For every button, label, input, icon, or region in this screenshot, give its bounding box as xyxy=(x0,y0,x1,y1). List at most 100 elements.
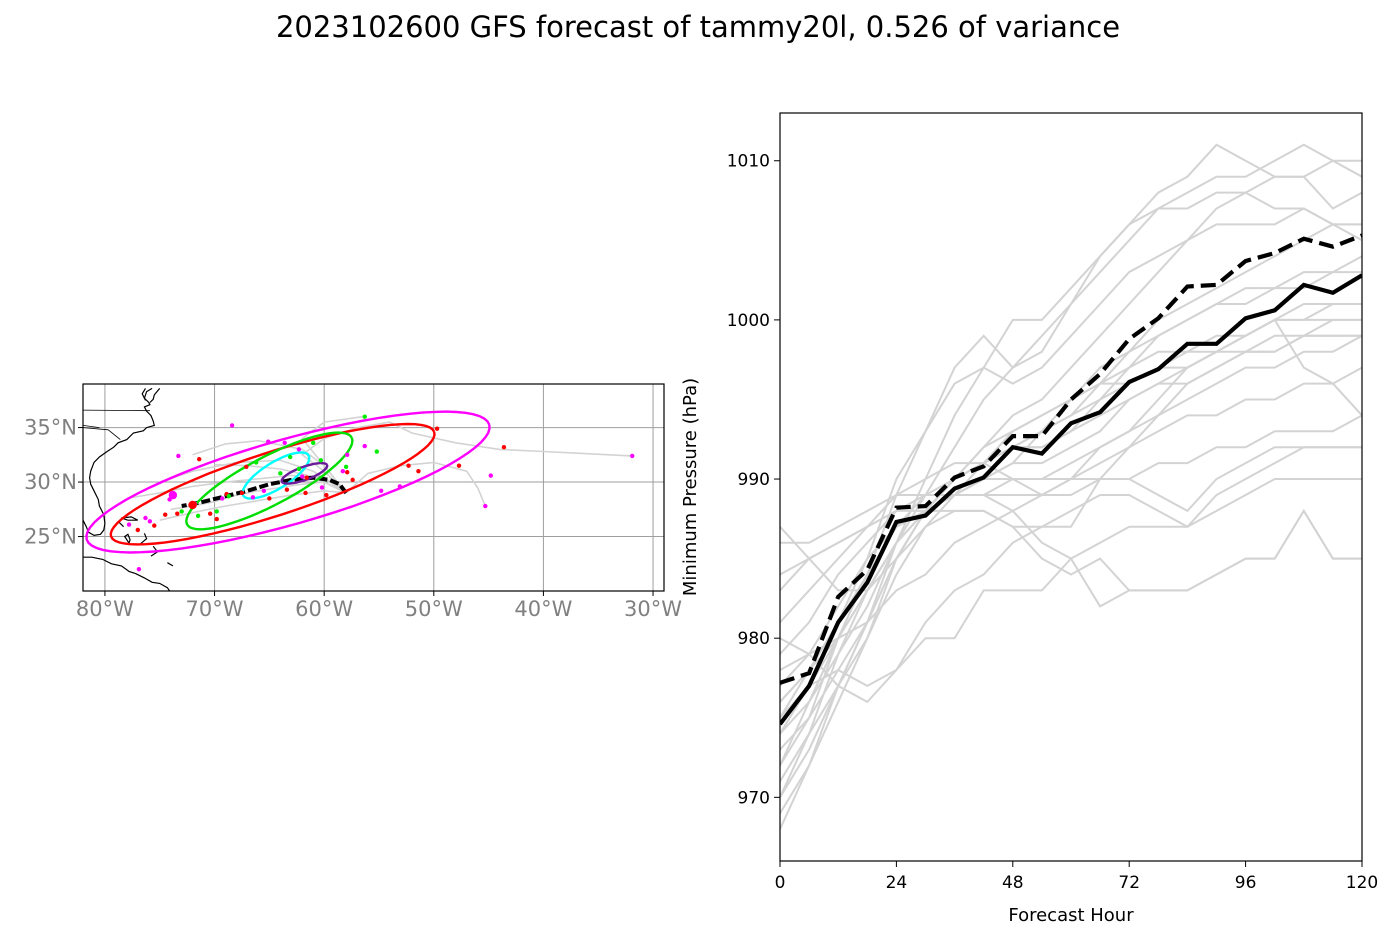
map-lon-tick-label: 40°W xyxy=(514,597,572,621)
uncertainty-ellipse xyxy=(85,410,491,554)
x-tick-label: 72 xyxy=(1118,873,1140,893)
member-point xyxy=(300,474,305,479)
member-point xyxy=(483,503,488,509)
member-point xyxy=(135,527,141,533)
map-lon-tick-label: 50°W xyxy=(405,597,463,621)
map-lon-tick-label: 30°W xyxy=(624,597,682,621)
member-point xyxy=(344,470,350,475)
member-point xyxy=(179,509,184,514)
x-tick-label: 0 xyxy=(775,873,786,893)
member-point xyxy=(175,511,180,516)
member-point xyxy=(147,519,153,524)
map-coastline xyxy=(141,388,147,401)
map-state-border xyxy=(83,427,121,440)
member-point xyxy=(226,494,231,499)
member-point xyxy=(304,475,309,480)
y-tick-label: 970 xyxy=(738,788,770,808)
member-point xyxy=(630,453,635,459)
map-lat-tick-label: 30°N xyxy=(24,470,77,494)
member-point xyxy=(296,447,302,452)
member-point xyxy=(287,454,293,460)
ensemble-member-line xyxy=(780,207,1362,703)
member-point xyxy=(378,488,384,493)
x-tick-label: 120 xyxy=(1346,873,1378,893)
member-track xyxy=(301,415,363,494)
member-point xyxy=(267,496,272,501)
mean-track xyxy=(181,475,348,508)
x-tick-label: 48 xyxy=(1002,873,1024,893)
member-point xyxy=(195,513,201,519)
member-track xyxy=(159,489,347,521)
member-point xyxy=(311,440,316,446)
member-point xyxy=(214,509,219,514)
pressure-frame xyxy=(779,112,1363,862)
member-point xyxy=(501,444,507,450)
y-tick-label: 990 xyxy=(738,470,770,490)
map-coastline xyxy=(83,556,171,591)
y-tick-label: 1010 xyxy=(727,152,770,172)
x-axis-label: Forecast Hour xyxy=(1008,905,1134,926)
member-point xyxy=(318,458,324,463)
member-point xyxy=(416,468,421,474)
ensemble-member-line xyxy=(780,446,1362,592)
member-point xyxy=(254,460,259,465)
map-lat-tick-label: 35°N xyxy=(24,416,77,440)
member-point xyxy=(214,516,219,522)
member-point xyxy=(176,453,181,459)
member-point xyxy=(343,464,349,469)
map-state-border xyxy=(83,409,150,412)
member-point xyxy=(362,443,367,449)
ensemble-member-line xyxy=(780,143,1362,735)
member-point xyxy=(207,511,213,516)
member-point xyxy=(340,468,346,474)
map-lon-tick-label: 80°W xyxy=(76,597,134,621)
member-point xyxy=(324,492,329,498)
member-point xyxy=(303,490,308,496)
member-point xyxy=(126,522,132,527)
map-coastline xyxy=(139,533,148,545)
ensemble-member-line xyxy=(780,318,1362,735)
member-point xyxy=(266,439,271,444)
map-coastline xyxy=(123,533,131,544)
member-point xyxy=(261,488,267,493)
ensemble-member-line xyxy=(780,191,1362,766)
member-point xyxy=(406,463,411,468)
uncertainty-ellipse xyxy=(185,431,354,531)
member-point xyxy=(152,523,157,528)
map-lon-tick-label: 60°W xyxy=(295,597,353,621)
y-tick-label: 980 xyxy=(738,629,770,649)
y-tick-label: 1000 xyxy=(727,311,770,331)
member-point xyxy=(374,449,379,454)
member-point xyxy=(244,464,249,469)
member-point xyxy=(319,485,325,490)
member-point xyxy=(284,487,290,492)
start-marker xyxy=(168,490,178,500)
member-point xyxy=(282,440,287,446)
ensemble-member-line xyxy=(780,508,1362,719)
map-lat-tick-label: 25°N xyxy=(24,525,77,549)
member-point xyxy=(143,515,148,521)
member-track xyxy=(300,421,632,494)
map-frame xyxy=(82,383,665,592)
solid-pressure-line xyxy=(780,273,1362,726)
ensemble-member-line xyxy=(780,478,1362,560)
member-point xyxy=(197,456,202,462)
uncertainty-ellipse xyxy=(241,451,311,500)
x-tick-label: 24 xyxy=(886,873,908,893)
ensemble-member-line xyxy=(780,143,1362,798)
member-point xyxy=(397,484,403,489)
ensemble-member-line xyxy=(780,334,1362,704)
member-point xyxy=(296,466,302,472)
member-point xyxy=(239,490,245,496)
member-track xyxy=(214,463,347,494)
map-coastline xyxy=(149,388,161,403)
member-track xyxy=(170,481,347,511)
member-point xyxy=(229,423,235,428)
member-point xyxy=(434,426,440,431)
member-point xyxy=(350,477,355,483)
map-coastline xyxy=(167,562,174,567)
member-point xyxy=(220,496,225,501)
map-state-border xyxy=(83,425,100,428)
